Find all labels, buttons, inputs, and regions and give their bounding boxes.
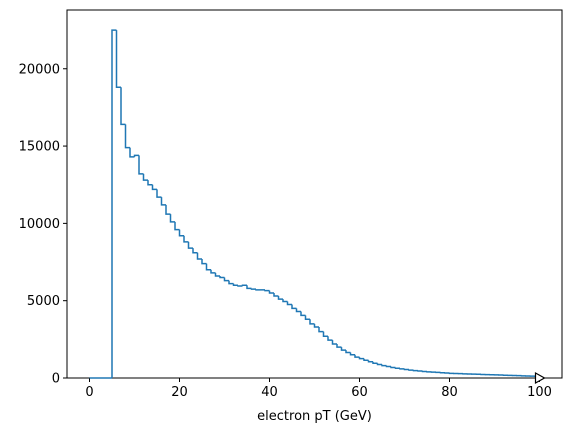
histogram-step — [292, 305, 297, 309]
histogram-step — [337, 344, 342, 347]
histogram-step — [189, 242, 194, 248]
histogram-step — [256, 289, 261, 290]
histogram-step — [279, 296, 284, 299]
histogram-step — [175, 222, 180, 230]
histogram-step — [342, 347, 347, 350]
histogram-step — [283, 299, 288, 301]
histogram-step — [319, 327, 324, 332]
histogram-step — [333, 340, 338, 344]
histogram-step — [391, 367, 396, 368]
histogram-step — [364, 359, 369, 361]
histogram-step — [346, 350, 351, 352]
histogram-step — [144, 174, 149, 180]
histogram-step — [193, 248, 198, 253]
histogram-step — [166, 205, 171, 214]
y-tick-label: 0 — [52, 372, 60, 387]
histogram-step — [162, 197, 167, 205]
histogram-step — [265, 290, 270, 291]
histogram-step — [211, 270, 216, 273]
histogram-step — [225, 277, 230, 280]
histogram-step — [310, 319, 315, 324]
histogram-step — [328, 336, 333, 340]
histogram-step — [220, 276, 225, 278]
histogram-step — [351, 352, 356, 354]
x-tick-label: 40 — [261, 385, 278, 400]
histogram-step — [297, 308, 302, 311]
histogram-step — [180, 230, 185, 236]
histogram-step — [126, 124, 131, 147]
histogram-step — [117, 30, 122, 87]
histogram-step — [409, 369, 414, 370]
histogram-step — [207, 264, 212, 270]
histogram-step — [387, 366, 392, 367]
histogram-step — [405, 369, 410, 370]
histogram-step — [396, 367, 401, 368]
histogram-step — [153, 185, 158, 190]
histogram-step — [157, 189, 162, 197]
histogram-step — [234, 284, 239, 286]
histogram-step — [288, 301, 293, 304]
histogram-step — [373, 362, 378, 364]
axes-frame — [67, 10, 562, 378]
histogram-step — [184, 236, 189, 242]
x-tick-label: 80 — [441, 385, 458, 400]
histogram-step — [252, 288, 257, 289]
histogram-step — [139, 155, 144, 174]
histogram-step — [360, 357, 365, 359]
histogram-step — [121, 87, 126, 124]
y-tick-label: 10000 — [19, 217, 60, 232]
histogram-step — [315, 324, 320, 327]
histogram-step — [382, 365, 387, 366]
x-tick-label: 0 — [85, 385, 93, 400]
histogram-step — [306, 315, 311, 319]
histogram-step — [171, 214, 176, 222]
histogram-step — [400, 368, 405, 369]
histogram-step — [270, 291, 275, 293]
y-tick-label: 15000 — [19, 140, 60, 155]
histogram-step — [247, 285, 252, 288]
histogram-step — [148, 180, 153, 185]
histogram-step — [355, 355, 360, 357]
histogram-step — [378, 363, 383, 364]
histogram-step — [369, 360, 374, 362]
histogram-step — [301, 312, 306, 316]
histogram-step — [198, 253, 203, 259]
x-tick-label: 20 — [171, 385, 188, 400]
x-tick-label: 60 — [351, 385, 368, 400]
x-axis-label: electron pT (GeV) — [257, 409, 372, 424]
histogram-step — [324, 332, 329, 337]
x-tick-label: 100 — [527, 385, 552, 400]
histogram-step — [216, 273, 221, 276]
histogram-step — [202, 259, 207, 264]
histogram-step — [229, 281, 234, 284]
histogram-step — [274, 293, 279, 296]
y-tick-label: 20000 — [19, 62, 60, 77]
y-tick-label: 5000 — [27, 294, 60, 309]
